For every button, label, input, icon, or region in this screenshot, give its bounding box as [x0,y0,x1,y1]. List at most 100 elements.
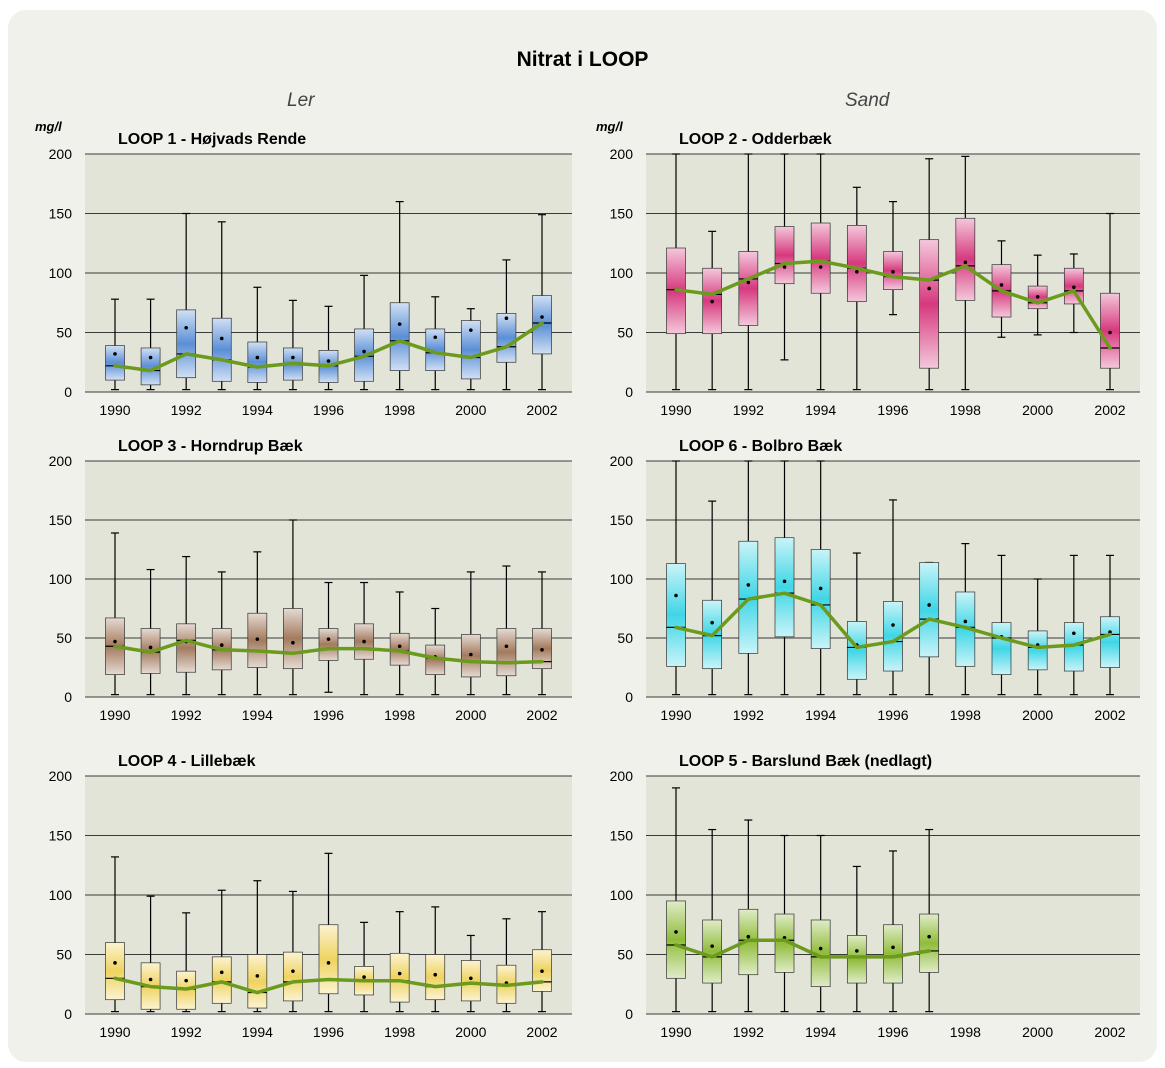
x-tick-label: 1996 [313,402,344,418]
iqr-box [460,960,481,1002]
y-tick-label: 100 [49,571,73,587]
y-tick-label: 200 [49,768,73,784]
iqr-box [247,954,268,1009]
mean-point [746,934,751,939]
mean-point [148,977,153,982]
iqr-box [283,951,303,1002]
x-tick-label: 1992 [171,402,202,418]
median-trend-line [113,976,544,995]
iqr-box [774,537,795,638]
iqr-box [389,302,410,371]
iqr-box [318,924,339,995]
y-tick-label: 100 [610,571,634,587]
y-tick-label: 200 [49,453,73,469]
panel-title: LOOP 6 - Bolbro Bæk [679,438,842,455]
mean-point [113,639,117,644]
x-tick-label: 1990 [99,1024,130,1040]
x-tick-label: 2000 [455,402,486,418]
x-tick-label: 1998 [384,707,415,723]
y-tick-label: 150 [610,206,634,222]
y-tick-label: 200 [610,768,634,784]
y-tick-label: 100 [610,265,634,281]
iqr-box [991,622,1012,675]
iqr-box [1027,630,1048,671]
iqr-box [702,919,723,984]
panel-title: LOOP 3 - Horndrup Bæk [118,438,303,455]
iqr-box [496,628,517,677]
x-tick-label: 1992 [171,1024,202,1040]
x-tick-label: 1990 [99,707,130,723]
y-tick-label: 100 [49,887,73,903]
iqr-box [955,217,976,301]
mean-point [891,623,895,627]
x-tick-label: 2002 [526,402,557,418]
mean-point [674,930,678,934]
x-tick-label: 2002 [1094,402,1125,418]
mean-point [540,315,544,319]
iqr-box [919,239,940,369]
mean-point [963,619,968,624]
y-tick-label: 0 [625,689,633,705]
mean-point [540,648,544,652]
iqr-box [919,562,940,658]
mean-point [113,352,117,356]
iqr-box [176,309,197,379]
mean-point [291,640,295,645]
y-tick-label: 150 [49,828,73,844]
x-tick-label: 1998 [950,402,981,418]
x-tick-label: 2002 [526,1024,557,1040]
y-axis-label: mg/l [596,119,623,134]
y-tick-label: 0 [64,384,72,400]
x-tick-label: 1992 [733,707,764,723]
mean-point [1108,330,1112,335]
iqr-box [846,935,867,984]
mean-point [855,949,859,953]
mean-point [710,299,714,304]
mean-point [782,265,787,269]
y-tick-label: 150 [610,512,634,528]
mean-point [710,620,714,625]
x-tick-label: 1994 [242,1024,273,1040]
x-tick-label: 1996 [877,402,908,418]
y-tick-label: 50 [617,947,633,963]
mean-point [891,270,895,274]
x-tick-label: 1994 [805,707,836,723]
mean-point [469,652,473,657]
y-tick-label: 0 [625,1006,633,1022]
x-tick-label: 2000 [455,707,486,723]
iqr-box [846,621,867,680]
x-tick-label: 1998 [384,402,415,418]
column-heading-left: Ler [287,90,315,111]
mean-point [255,355,260,360]
y-tick-label: 200 [49,146,73,162]
iqr-box [666,563,686,667]
iqr-box [318,628,339,661]
y-tick-label: 100 [610,887,634,903]
x-tick-label: 2000 [455,1024,486,1040]
iqr-box [460,320,481,380]
y-tick-label: 50 [617,630,633,646]
mean-point [927,603,931,607]
x-tick-label: 1992 [171,707,202,723]
iqr-box [283,608,303,670]
median-trend-line [113,638,544,665]
y-tick-label: 50 [56,325,72,341]
mean-point [326,359,331,363]
iqr-box [211,956,232,1004]
mean-point [504,316,509,321]
x-tick-label: 2000 [1022,707,1053,723]
iqr-box [496,313,517,363]
mean-point [255,637,260,641]
x-tick-label: 1996 [877,707,908,723]
mean-point [999,283,1004,287]
mean-point [782,579,787,584]
median-trend-line [674,259,1112,350]
x-tick-label: 1996 [877,1024,908,1040]
y-tick-label: 50 [617,325,633,341]
y-tick-label: 100 [49,265,73,281]
x-tick-label: 1996 [313,707,344,723]
mean-point [113,961,117,965]
iqr-box [211,317,232,382]
mean-point [746,583,751,587]
